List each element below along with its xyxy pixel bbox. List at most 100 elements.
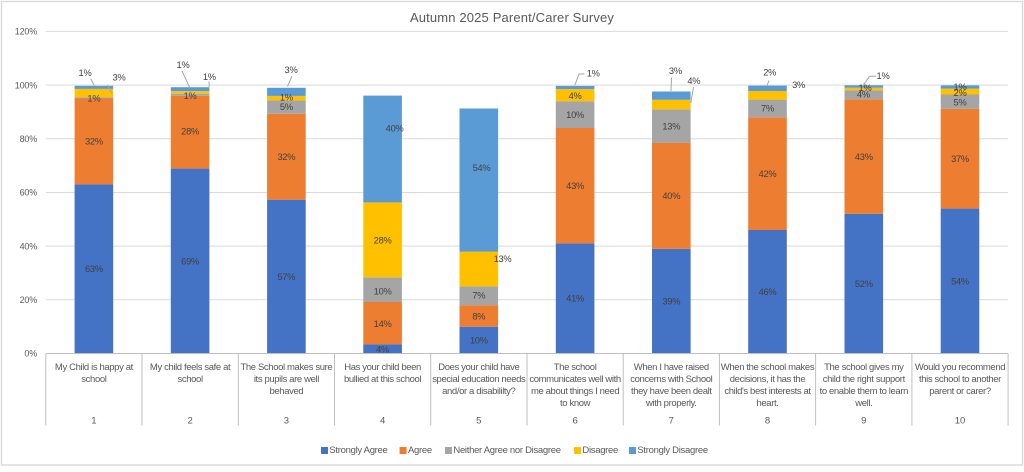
svg-text:Agree: Agree [408, 445, 432, 456]
svg-text:with properly.: with properly. [645, 398, 696, 409]
svg-text:My child feels safe at: My child feels safe at [150, 362, 231, 373]
svg-text:parent or carer?: parent or carer? [929, 386, 991, 397]
svg-text:43%: 43% [566, 181, 584, 191]
svg-text:When I have raised: When I have raised [634, 362, 709, 373]
svg-text:Has your child been: Has your child been [344, 362, 421, 373]
svg-text:special education needs: special education needs [432, 374, 526, 385]
svg-text:1%: 1% [79, 68, 92, 78]
svg-text:39%: 39% [662, 296, 680, 306]
svg-text:1%: 1% [280, 93, 293, 103]
svg-text:1%: 1% [87, 94, 100, 104]
svg-text:3%: 3% [792, 80, 805, 90]
svg-text:Neither Agree nor Disagree: Neither Agree nor Disagree [453, 445, 560, 456]
svg-text:to know: to know [560, 398, 591, 409]
svg-text:Would you recommend: Would you recommend [915, 362, 1005, 373]
svg-text:40%: 40% [662, 191, 680, 201]
svg-text:3%: 3% [285, 65, 298, 75]
svg-text:Strongly Agree: Strongly Agree [329, 445, 387, 456]
svg-text:8: 8 [765, 415, 770, 426]
svg-text:54%: 54% [951, 276, 969, 286]
svg-text:60%: 60% [20, 188, 38, 198]
svg-text:3: 3 [284, 415, 289, 426]
svg-text:they have been dealt: they have been dealt [631, 386, 712, 397]
svg-text:behaved: behaved [270, 386, 304, 397]
svg-text:42%: 42% [759, 169, 777, 179]
svg-text:6: 6 [572, 415, 577, 426]
svg-text:41%: 41% [566, 294, 584, 304]
svg-text:63%: 63% [85, 264, 103, 274]
svg-text:me about things I need: me about things I need [531, 386, 619, 397]
svg-text:20%: 20% [20, 295, 38, 305]
svg-text:13%: 13% [662, 122, 680, 132]
svg-text:4: 4 [380, 415, 385, 426]
svg-text:57%: 57% [277, 272, 295, 282]
svg-text:1%: 1% [954, 82, 967, 92]
svg-text:concerns with School: concerns with School [630, 374, 712, 385]
svg-text:7%: 7% [472, 291, 485, 301]
svg-text:54%: 54% [473, 163, 491, 173]
svg-text:1%: 1% [877, 71, 890, 81]
svg-text:and/or a disabililty?: and/or a disabililty? [442, 386, 515, 397]
svg-text:52%: 52% [855, 279, 873, 289]
svg-text:4%: 4% [376, 345, 389, 355]
svg-text:8%: 8% [472, 312, 485, 322]
svg-text:0%: 0% [24, 349, 37, 359]
svg-text:When the school makes: When the school makes [721, 362, 815, 373]
svg-text:school: school [178, 374, 203, 385]
svg-text:1%: 1% [859, 83, 872, 93]
svg-text:69%: 69% [181, 256, 199, 266]
svg-text:14%: 14% [374, 319, 392, 329]
svg-text:10%: 10% [566, 110, 584, 120]
svg-text:Strongly Disagree: Strongly Disagree [637, 445, 707, 456]
svg-text:10%: 10% [470, 335, 488, 345]
svg-text:2: 2 [187, 415, 192, 426]
svg-text:My Child is happy at: My Child is happy at [55, 362, 134, 373]
svg-text:school: school [81, 374, 106, 385]
svg-text:10: 10 [955, 415, 966, 426]
svg-text:Does your child have: Does your child have [438, 362, 519, 373]
svg-text:bullied at this school: bullied at this school [344, 374, 421, 385]
svg-text:120%: 120% [15, 27, 37, 37]
svg-text:40%: 40% [20, 241, 38, 251]
svg-text:5%: 5% [280, 102, 293, 112]
svg-text:2%: 2% [763, 68, 776, 78]
svg-text:5%: 5% [954, 97, 967, 107]
svg-text:well.: well. [854, 398, 872, 409]
svg-text:4%: 4% [857, 89, 870, 99]
svg-text:The school: The school [554, 362, 597, 373]
svg-text:3%: 3% [113, 73, 126, 83]
svg-text:1%: 1% [177, 60, 190, 70]
svg-text:80%: 80% [20, 134, 38, 144]
svg-text:its pupils are well: its pupils are well [254, 374, 319, 385]
svg-text:5: 5 [476, 415, 481, 426]
svg-text:to enable them to learn: to enable them to learn [820, 386, 909, 397]
svg-text:46%: 46% [759, 287, 777, 297]
svg-text:28%: 28% [374, 235, 392, 245]
svg-text:The school gives my: The school gives my [824, 362, 904, 373]
svg-text:this school to another: this school to another [919, 374, 1001, 385]
svg-text:Autumn 2025 Parent/Carer Surve: Autumn 2025 Parent/Carer Survey [410, 10, 614, 25]
svg-text:43%: 43% [855, 152, 873, 162]
svg-text:decisions, it has the: decisions, it has the [730, 374, 806, 385]
svg-text:child the right support: child the right support [823, 374, 906, 385]
svg-text:3%: 3% [669, 66, 682, 76]
svg-text:13%: 13% [494, 254, 512, 264]
svg-text:40%: 40% [386, 124, 404, 134]
svg-text:10%: 10% [374, 287, 392, 297]
svg-text:4%: 4% [569, 91, 582, 101]
svg-text:The School makes sure: The School makes sure [240, 362, 332, 373]
svg-text:heart.: heart. [756, 398, 778, 409]
svg-text:7: 7 [669, 415, 674, 426]
svg-text:37%: 37% [951, 154, 969, 164]
svg-text:1%: 1% [203, 72, 216, 82]
svg-text:7%: 7% [761, 104, 774, 114]
svg-text:2%: 2% [954, 88, 967, 98]
svg-text:32%: 32% [85, 137, 103, 147]
svg-text:28%: 28% [181, 127, 199, 137]
svg-text:32%: 32% [277, 152, 295, 162]
svg-text:Disagree: Disagree [582, 445, 618, 456]
svg-text:1%: 1% [587, 68, 600, 78]
svg-text:1%: 1% [184, 91, 197, 101]
svg-text:child's best interests at: child's best interests at [724, 386, 811, 397]
svg-text:9: 9 [861, 415, 866, 426]
